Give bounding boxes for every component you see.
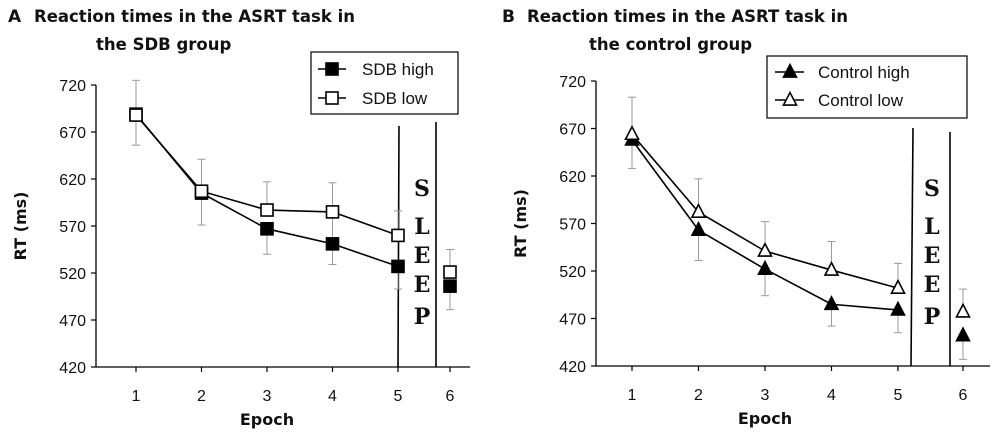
panel-a-x-tick-label: 4 [328, 388, 337, 405]
panel-b-x-tick-label: 1 [628, 387, 637, 404]
panel-a-sleep-letter: L [414, 214, 429, 240]
panel-b-y-tick-label: 420 [559, 359, 586, 376]
panel-a-y-tick-label: 420 [59, 360, 86, 377]
panel-a-sleep-letter: E [414, 243, 431, 269]
panel-a-title-line-2: the SDB group [96, 35, 232, 54]
panel-a-legend-marker [325, 62, 339, 76]
panel-a-y-tick-label: 470 [59, 313, 86, 330]
panel-b-legend-box [766, 55, 968, 119]
panel-b-sleep-letter: P [924, 304, 941, 330]
panel-b-label: B [502, 7, 515, 27]
panel-a-x-tick-label: 3 [263, 388, 272, 405]
panel-b-series-1-point [955, 326, 971, 342]
panel-b-legend-label: Control low [818, 91, 904, 110]
panel-a-series-1-point [325, 237, 340, 251]
panel-b-title-line-1: Reaction times in the ASRT task in [527, 7, 848, 26]
panel-b-x-tick-label: 4 [827, 387, 836, 404]
panel-b-sleep-letter: L [924, 214, 939, 240]
panel-a-x-axis-label: Epoch [240, 410, 294, 429]
panel-a-y-tick-label: 670 [59, 125, 86, 142]
panel-b-series-1-point [757, 259, 773, 275]
panel-b-title-line-2: the control group [589, 35, 752, 54]
panel-b-sleep-letter: E [924, 243, 941, 269]
panel-b-x-tick-label: 3 [761, 387, 770, 404]
panel-a-y-tick-label: 620 [59, 172, 86, 189]
panel-a-legend-label: SDB high [362, 60, 434, 79]
panel-b-legend-label: Control high [818, 63, 910, 82]
panel-a-series-2-point [129, 108, 143, 122]
panel-b-series-2-point [624, 125, 640, 141]
panel-a-title-line-1: Reaction times in the ASRT task in [34, 7, 355, 26]
panel-a-x-tick-label: 5 [394, 388, 403, 405]
panel-b-series-2-point [690, 202, 707, 218]
panel-a-series-1-point [260, 222, 274, 236]
panel-a-sleep-letter: E [414, 272, 431, 298]
panel-a-legend-marker [325, 91, 339, 105]
panel-b-legend-marker [782, 90, 798, 106]
panel-b-x-tick-label: 6 [959, 387, 968, 404]
panel-b-x-tick-label: 2 [694, 387, 703, 404]
panel-a-series-2-point [194, 184, 209, 199]
panel-a-legend-label: SDB low [362, 89, 428, 108]
panel-a-y-axis-label: RT (ms) [11, 192, 30, 261]
panel-b-y-tick-label: 470 [559, 312, 586, 329]
panel-b-y-tick-label: 670 [559, 122, 586, 139]
panel-a-series-2-point [443, 265, 457, 279]
panel-b-series-1-point [890, 300, 906, 316]
panel-a-y-tick-label: 720 [59, 78, 86, 95]
panel-a-sleep-letter: S [414, 176, 430, 202]
panel-b-y-tick-label: 570 [559, 217, 586, 234]
panel-a-series-2-point [325, 205, 340, 219]
panel-a-sleep-letter: P [414, 304, 431, 330]
panel-b-x-axis-label: Epoch [738, 409, 792, 428]
panel-b-y-axis-label: RT (ms) [511, 189, 530, 258]
panel-b-series-2-point [955, 302, 971, 318]
panel-b-series-2-point [823, 260, 840, 276]
panel-b-x-tick-label: 5 [894, 387, 903, 404]
panel-a-y-tick-label: 570 [59, 219, 86, 236]
panel-b-series-2-point [757, 241, 773, 257]
panel-b-sleep-letter: S [924, 176, 940, 202]
panel-b-series-1-point [823, 295, 840, 311]
panel-b-sleep-letter: E [924, 272, 941, 298]
panel-a-series-2-line [135, 114, 399, 237]
panel-a-series-2-point [391, 228, 405, 243]
panel-a-y-tick-label: 520 [59, 266, 86, 283]
panel-a-x-tick-label: 6 [446, 388, 455, 405]
panel-a-x-tick-label: 2 [197, 388, 206, 405]
panel-b-y-tick-label: 620 [559, 169, 586, 186]
panel-a-series-2-point [260, 203, 274, 217]
panel-a-x-tick-label: 1 [132, 388, 141, 405]
panel-b-series-2-point [890, 278, 906, 294]
panel-a-label: A [8, 7, 22, 27]
panel-b-series-1-point [690, 220, 707, 236]
panel-b-sleep-divider-left [910, 127, 914, 367]
panel-b-y-tick-label: 520 [559, 264, 586, 281]
panel-b-y-tick-label: 720 [559, 74, 586, 91]
panel-b-legend-marker [782, 62, 798, 78]
panel-a-series-1-point [443, 279, 457, 293]
panel-a-sleep-divider-left [397, 125, 400, 368]
panel-a-series-1-point [391, 259, 405, 274]
